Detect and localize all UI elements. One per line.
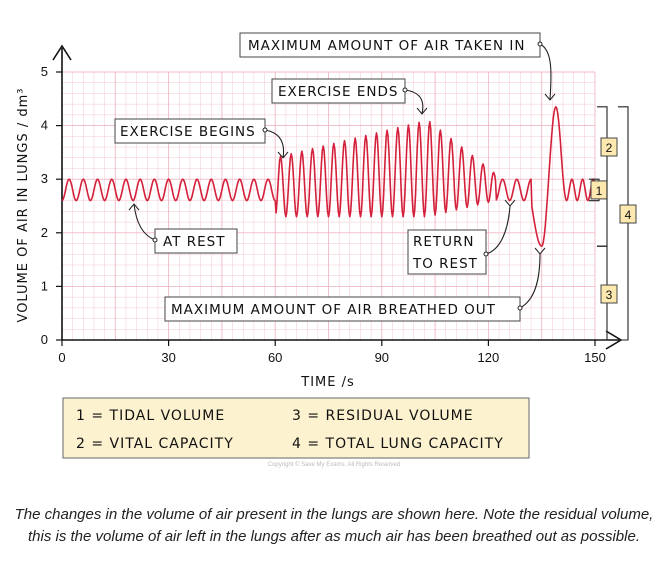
volume-trace <box>61 106 596 247</box>
y-tick-label: 1 <box>41 278 48 293</box>
annotation-arrowhead <box>128 203 140 211</box>
x-axis-label: TIME /s <box>300 375 355 390</box>
copyright-text: Copyright © Save My Exams. All Rights Re… <box>267 462 401 468</box>
annotation-pointer <box>404 89 424 115</box>
annotation-box <box>239 32 541 58</box>
key-item-4: 4 = TOTAL LUNG CAPACITY <box>292 436 504 452</box>
annotation-label: AT REST <box>163 234 225 250</box>
annotation-dot <box>402 87 408 93</box>
annotation-box <box>164 296 521 322</box>
annotation-arrowhead <box>416 107 428 115</box>
annotation-box <box>407 229 487 275</box>
ticks: 0 30 60 90 120 150 0 1 2 3 4 5 <box>41 64 606 365</box>
annotation-dot <box>262 127 268 133</box>
x-tick-label: 90 <box>375 350 389 365</box>
axes <box>52 44 623 350</box>
x-tick-label: 150 <box>584 350 606 365</box>
y-tick-label: 0 <box>41 332 48 347</box>
y-tick-label: 2 <box>41 225 48 240</box>
annotation-dot <box>517 305 523 311</box>
capacity-brackets: 1 2 3 4 <box>589 106 637 341</box>
annotation-dot <box>483 251 489 257</box>
annotation-dot <box>537 41 543 47</box>
annotation-pointer <box>539 43 552 101</box>
annotation-box <box>114 118 266 144</box>
annotation-label: EXERCISE ENDS <box>278 84 398 100</box>
bracket-label-4-box <box>619 204 637 224</box>
bracket-label-4-text: 4 <box>625 208 632 222</box>
y-axis-label: VOLUME OF AIR IN LUNGS / dm³ <box>16 88 31 323</box>
bracket-label-3-box <box>600 284 618 304</box>
annotation-label: RETURN <box>413 234 475 250</box>
annotation-label: TO REST <box>412 256 478 272</box>
key-item-2: 2 = VITAL CAPACITY <box>76 436 234 452</box>
x-tick-label: 0 <box>58 350 65 365</box>
x-tick-label: 30 <box>161 350 175 365</box>
key-item-1: 1 = TIDAL VOLUME <box>76 408 225 424</box>
annotation-pointer <box>519 253 541 309</box>
key-item-3: 3 = RESIDUAL VOLUME <box>292 408 474 424</box>
bracket-vital <box>597 106 608 247</box>
bracket-label-3-text: 3 <box>606 288 613 302</box>
annotations: MAXIMUM AMOUNT OF AIR TAKEN IN EXERCISE E… <box>114 32 556 322</box>
y-axis-arrow <box>52 44 72 61</box>
annotation-box <box>154 228 238 254</box>
annotation-label: MAXIMUM AMOUNT OF AIR TAKEN IN <box>248 38 525 54</box>
y-tick-label: 4 <box>41 118 48 133</box>
x-tick-label: 60 <box>268 350 282 365</box>
bracket-label-1-text: 1 <box>596 184 603 198</box>
annotation-pointer <box>133 203 156 241</box>
annotation-pointer <box>264 129 285 159</box>
y-tick-label: 5 <box>41 64 48 79</box>
annotation-arrowhead <box>544 93 556 101</box>
annotation-label: EXERCISE BEGINS <box>120 124 256 140</box>
annotation-arrowhead <box>277 151 289 159</box>
bracket-label-2-text: 2 <box>606 141 613 155</box>
annotation-pointer <box>485 205 511 255</box>
bracket-label-2-box <box>600 137 618 157</box>
annotation-arrowhead <box>534 247 546 255</box>
annotation-dot <box>152 237 158 243</box>
annotation-arrowhead <box>504 199 516 207</box>
lung-volume-chart: 0 30 60 90 120 150 0 1 2 3 4 5 VOLUME OF AIR IN LUN… <box>16 32 637 459</box>
y-tick-label: 3 <box>41 171 48 186</box>
figure-caption: The changes in the volume of air present… <box>14 506 654 545</box>
x-tick-label: 120 <box>478 350 500 365</box>
key-box: 1 = TIDAL VOLUME 3 = RESIDUAL VOLUME 2 =… <box>62 397 530 459</box>
annotation-label: MAXIMUM AMOUNT OF AIR BREATHED OUT <box>171 302 496 318</box>
